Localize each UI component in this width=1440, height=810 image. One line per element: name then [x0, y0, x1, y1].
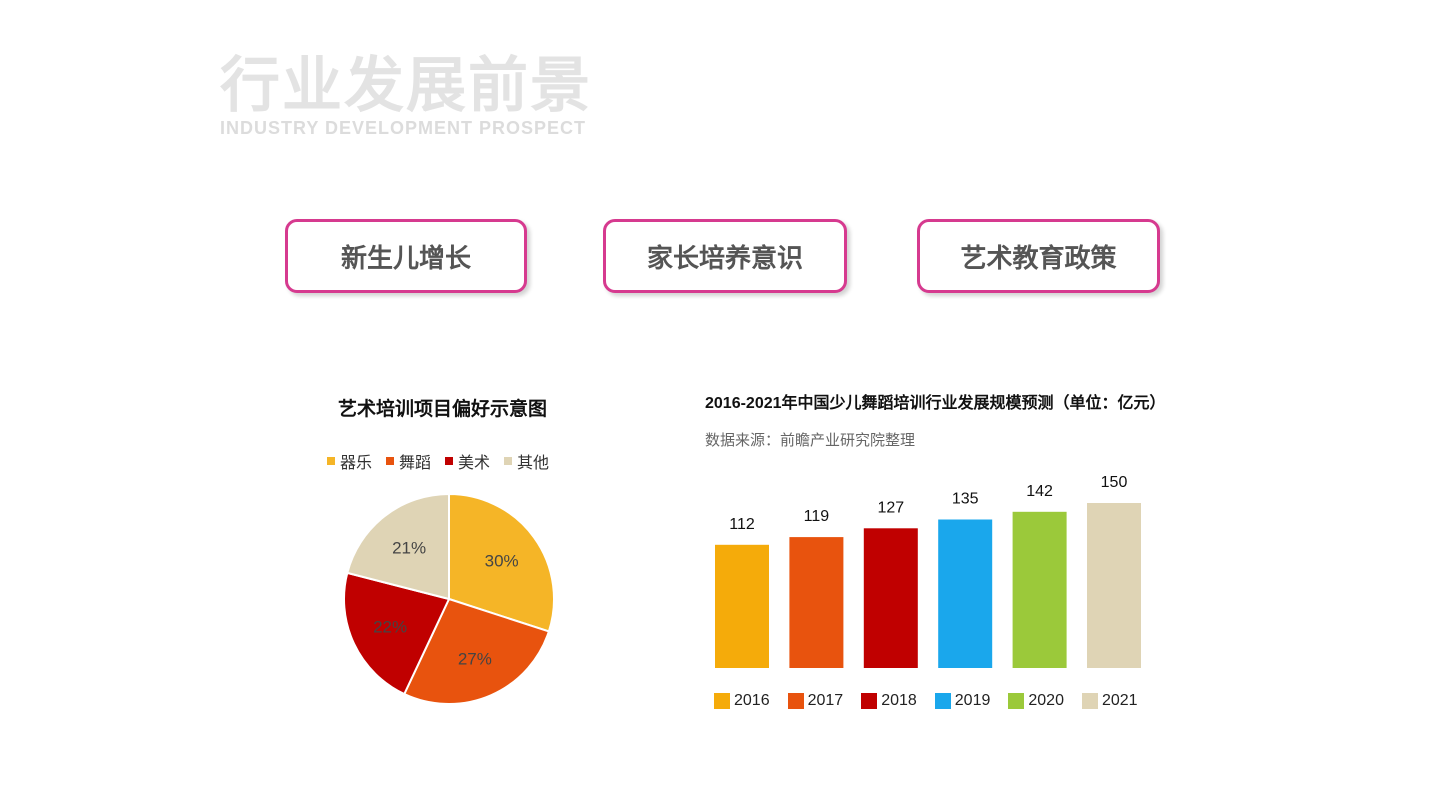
pie-data-label: 27%: [458, 650, 492, 669]
legend-label: 2019: [954, 692, 991, 709]
bar-data-label: 119: [804, 508, 830, 525]
bar: [789, 537, 844, 668]
pie-data-label: 22%: [373, 618, 407, 637]
page-subtitle: INDUSTRY DEVELOPMENT PROSPECT: [220, 118, 587, 138]
legend-swatch: [327, 457, 335, 465]
legend-swatch: [861, 693, 878, 709]
pie-legend-item: 美术: [445, 449, 490, 473]
bar-chart-title: 2016-2021年中国少儿舞蹈培训行业发展规模预测（单位：亿元）: [705, 395, 1166, 412]
legend-label: 2020: [1028, 692, 1064, 709]
tag-art-education-policy: 艺术教育政策: [917, 219, 1160, 293]
pie-legend-item: 其他: [504, 449, 549, 473]
page-header: 行业发展前景 INDUSTRY DEVELOPMENT PROSPECT: [220, 52, 592, 139]
legend-label: 器乐: [340, 455, 373, 472]
pie-legend: 器乐 舞蹈 美术 其他: [327, 449, 549, 473]
bar-legend: 2016 2017 2018 2019 2020 2021: [714, 692, 1138, 710]
bar-legend-item: 2019: [934, 692, 991, 710]
tag-newborn-growth: 新生儿增长: [285, 219, 527, 293]
legend-swatch: [714, 693, 730, 709]
bar-data-label: 150: [1101, 474, 1128, 491]
tag-label: 艺术教育政策: [960, 242, 1117, 273]
pie-slice: [402, 597, 551, 705]
tag-label: 新生儿增长: [340, 242, 471, 273]
pie-slice: [346, 492, 450, 601]
legend-label: 2017: [807, 692, 844, 709]
legend-label: 2018: [881, 692, 917, 709]
legend-swatch: [934, 693, 951, 709]
legend-swatch: [1081, 693, 1098, 709]
legend-swatch: [787, 693, 804, 709]
legend-swatch: [504, 457, 513, 465]
pie-legend-item: 舞蹈: [386, 449, 431, 473]
pie-chart-title: 艺术培训项目偏好示意图: [337, 399, 547, 420]
legend-swatch: [386, 457, 395, 465]
pie-data-label: 21%: [392, 539, 426, 558]
bar-legend-item: 2020: [1008, 692, 1064, 710]
bar: [1087, 503, 1141, 668]
pie-slice: [448, 492, 555, 633]
legend-label: 2021: [1101, 692, 1138, 709]
bar: [863, 528, 918, 668]
bar-legend-item: 2016: [714, 692, 770, 710]
bar-data-label: 127: [877, 499, 904, 516]
bar: [938, 519, 993, 668]
legend-label: 2016: [734, 692, 770, 709]
pie-slice: [343, 571, 451, 696]
legend-swatch: [445, 457, 454, 465]
tag-parent-awareness: 家长培养意识: [603, 219, 847, 293]
bar-data-label: 142: [1026, 483, 1053, 500]
tag-label: 家长培养意识: [646, 242, 803, 273]
pie-legend-item: 器乐: [327, 449, 372, 473]
legend-label: 其他: [517, 455, 550, 472]
bar: [715, 544, 769, 668]
legend-swatch: [1008, 693, 1025, 709]
bar: [1012, 511, 1067, 668]
pie-data-label: 30%: [485, 552, 519, 571]
bar-legend-item: 2018: [861, 692, 917, 710]
bar-data-label: 112: [729, 516, 755, 533]
legend-label: 美术: [458, 455, 491, 472]
bar-chart-source: 数据来源：前瞻产业研究院整理: [705, 432, 916, 449]
bar-data-label: 135: [952, 491, 979, 508]
bar-legend-item: 2021: [1081, 692, 1138, 710]
legend-label: 舞蹈: [399, 455, 432, 472]
page-title: 行业发展前景: [220, 52, 592, 119]
bar-legend-item: 2017: [787, 692, 844, 710]
